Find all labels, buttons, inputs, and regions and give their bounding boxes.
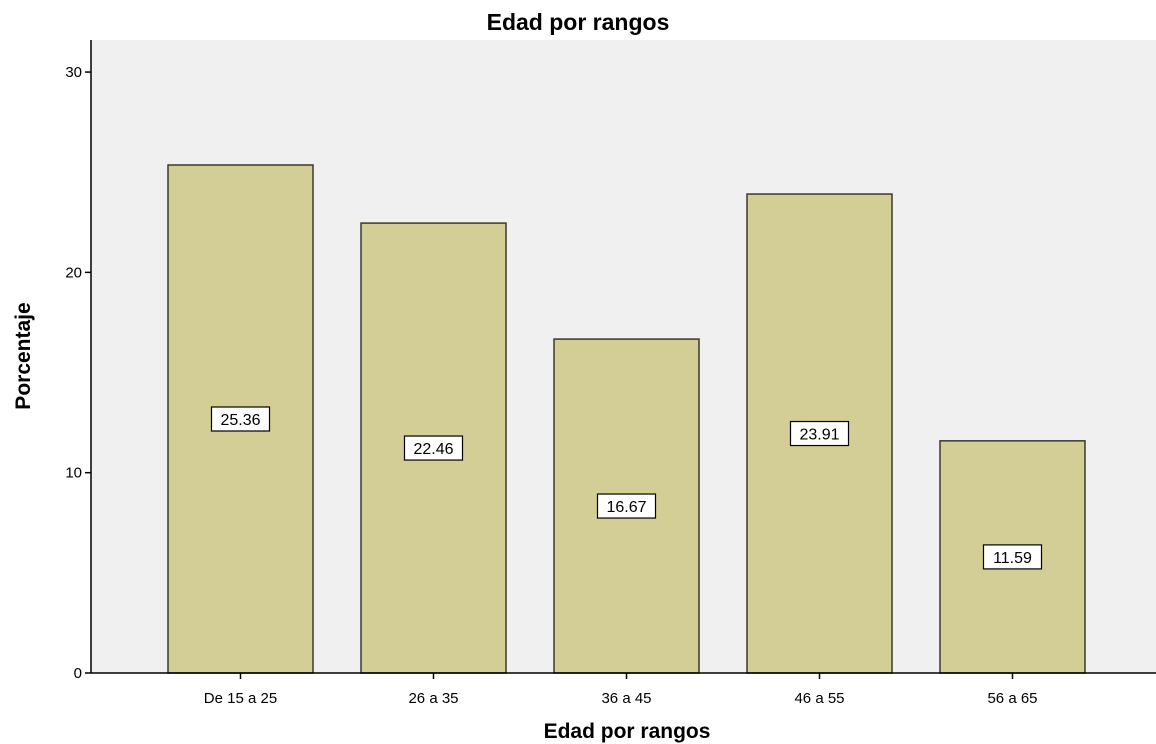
y-ticks-group: 0 10 20 30 — [65, 64, 91, 682]
data-label-box — [789, 420, 850, 447]
y-tick-label: 20 — [65, 264, 82, 281]
chart-title: Edad por rangos — [487, 9, 670, 35]
data-label: 25.36 — [210, 406, 271, 432]
x-tick-label: De 15 a 25 — [204, 690, 277, 707]
x-tick-label: 26 a 35 — [408, 690, 458, 707]
y-tick-label: 0 — [74, 665, 82, 682]
x-axis-label: Edad por rangos — [544, 720, 711, 743]
axes-group — [90, 40, 1156, 674]
data-label-text: 16.67 — [606, 499, 646, 516]
data-label-text: 23.91 — [799, 427, 839, 444]
y-axis-label: Porcentaje — [12, 302, 35, 409]
x-tick-label: 46 a 55 — [794, 690, 844, 707]
data-labels-group: 25.36 22.46 16.67 23.91 11.59 — [210, 406, 1043, 570]
y-tick-label: 30 — [65, 64, 82, 81]
x-ticks-group: De 15 a 25 26 a 35 36 a 45 46 a 55 56 a 65 — [204, 673, 1038, 707]
data-label-text: 11.59 — [993, 550, 1032, 567]
y-tick-label: 10 — [65, 465, 82, 482]
data-label-box — [210, 406, 271, 432]
x-tick-label: 36 a 45 — [601, 690, 651, 707]
data-label: 22.46 — [403, 435, 464, 461]
data-label-box — [596, 493, 657, 519]
data-label-box — [403, 435, 464, 461]
data-label-text: 25.36 — [220, 412, 260, 429]
data-label-text: 22.46 — [413, 441, 453, 458]
x-tick-label: 56 a 65 — [987, 690, 1037, 707]
data-label: 23.91 — [789, 420, 850, 447]
data-label: 11.59 — [982, 544, 1043, 570]
data-label-box — [982, 544, 1043, 570]
data-label: 16.67 — [596, 493, 657, 519]
